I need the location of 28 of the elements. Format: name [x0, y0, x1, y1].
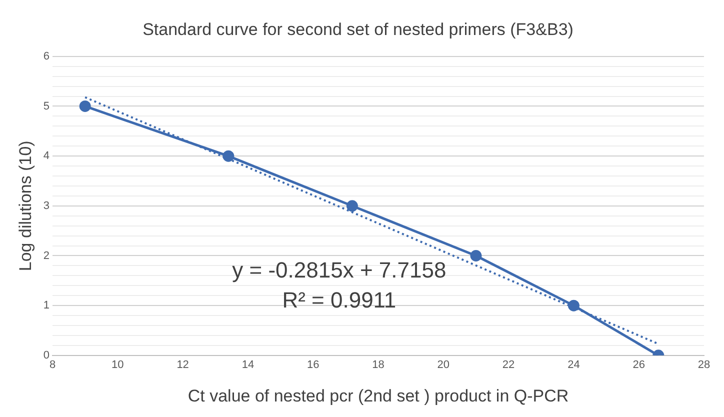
- y-tick-label: 4: [43, 150, 50, 162]
- y-tick-label: 5: [43, 100, 50, 112]
- x-tick-label: 24: [568, 359, 580, 372]
- point: [79, 100, 91, 112]
- x-tick-label: 22: [502, 359, 515, 372]
- point: [346, 200, 358, 212]
- point: [470, 250, 482, 262]
- point: [222, 150, 234, 162]
- y-tick-label: 6: [43, 50, 50, 62]
- x-tick-label: 14: [242, 359, 254, 372]
- point: [568, 300, 580, 312]
- y-tick-label: 3: [43, 200, 50, 212]
- x-tick-label: 26: [632, 359, 645, 372]
- x-tick-label: 16: [306, 359, 320, 372]
- x-tick-label: 18: [372, 359, 384, 372]
- x-tick-label: 20: [437, 359, 450, 372]
- y-tick-label: 2: [43, 250, 50, 262]
- x-tick-label: 12: [176, 359, 189, 372]
- chart-title: Standard curve for second set of nested primers (F3&B3): [142, 20, 574, 39]
- x-tick-label: 10: [112, 359, 124, 372]
- annotation: y = -0.2815x + 7.7158: [232, 258, 446, 283]
- x-tick-label: 8: [49, 359, 56, 372]
- y-tick-label: 1: [43, 300, 50, 312]
- y-tick-label: 0: [43, 349, 50, 362]
- x-tick-label: 28: [698, 359, 710, 372]
- x-axis-title: Ct value of nested pcr (2nd set ) product in Q-PCR: [188, 386, 569, 406]
- annotation: R² = 0.9911: [282, 288, 396, 313]
- y-axis-title: Log dilutions (10): [16, 140, 35, 272]
